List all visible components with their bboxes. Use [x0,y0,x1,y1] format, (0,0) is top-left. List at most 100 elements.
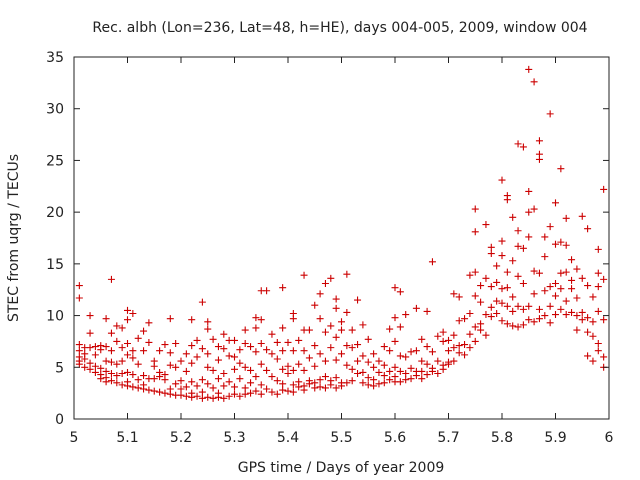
y-tick-label: 0 [55,412,64,428]
data-point [546,283,554,291]
data-point [81,363,89,371]
data-point [423,343,431,351]
data-point [525,302,533,310]
data-point [493,278,501,286]
data-point [134,384,142,392]
data-point [252,314,260,322]
data-point [332,295,340,303]
data-point [348,377,356,385]
data-point [466,344,474,352]
data-point [97,375,105,383]
data-point [75,360,83,368]
data-point [182,350,190,358]
data-point [445,360,452,368]
data-point [493,310,501,318]
data-point [177,377,185,385]
data-point [327,381,335,389]
data-point [204,393,212,401]
data-point [423,307,431,315]
data-point [257,390,265,398]
data-point [113,372,121,380]
data-point [252,348,260,356]
data-point [514,302,522,310]
data-point [412,304,420,312]
axes: 5 5.1 5.2 5.3 5.4 5.5 5.6 5.7 5.8 5.9 605101520253… [46,50,613,446]
data-point [412,372,420,380]
data-point [589,357,597,365]
data-point [439,365,447,373]
data-point [407,364,415,372]
x-tick-label: 5.2 [170,430,192,446]
data-point [321,384,329,392]
data-point [113,360,121,368]
data-point [578,212,586,220]
data-point [589,293,597,301]
data-point [193,336,201,344]
data-point [198,298,206,306]
data-point [541,312,549,320]
data-point [487,303,495,311]
data-point [252,387,260,395]
data-point [568,308,576,316]
data-point [220,369,228,377]
data-point [124,306,131,314]
x-tick-label: 6 [605,430,614,446]
data-point [391,284,399,292]
data-point [509,307,517,315]
x-tick-label: 5 [70,430,79,446]
data-point [204,363,212,371]
data-point [214,393,222,401]
data-point [552,292,559,300]
data-point [188,378,196,386]
data-point [284,387,292,395]
data-point [102,367,110,375]
data-point [455,342,463,350]
data-point [273,377,281,385]
data-point [364,335,372,343]
data-point [375,357,383,365]
data-point [204,325,212,333]
data-point [279,365,287,373]
data-point [316,376,324,384]
data-point [466,310,474,318]
data-point [584,314,592,322]
data-point [600,316,608,324]
data-point [263,346,271,354]
data-point [118,344,126,352]
data-point [514,227,522,235]
data-point [107,347,115,355]
data-point [338,326,345,334]
data-point [391,314,399,322]
data-point [321,373,329,381]
data-point [311,301,319,309]
data-point [418,375,426,383]
data-point [530,267,538,275]
x-tick-label: 5.6 [384,430,406,446]
data-point [284,369,292,377]
data-point [428,348,436,356]
data-point [439,328,447,336]
data-point [562,241,570,249]
data-point [493,297,501,305]
data-point [525,65,533,73]
data-point [231,353,238,361]
data-point [396,367,404,375]
data-point [477,326,485,334]
data-point [209,366,217,374]
data-point [177,357,185,365]
data-point [471,323,479,331]
data-point [514,272,522,280]
data-point [145,386,153,394]
data-point [418,367,426,375]
data-point [375,368,383,376]
data-point [241,326,249,334]
data-point [188,342,196,350]
data-point [134,334,142,342]
data-point [359,321,367,329]
data-point [503,302,511,310]
data-point [166,349,174,357]
data-point [91,351,99,359]
chart-title: Rec. albh (Lon=236, Lat=48, h=HE), days … [92,20,587,36]
data-point [396,288,404,296]
data-point [450,357,458,365]
